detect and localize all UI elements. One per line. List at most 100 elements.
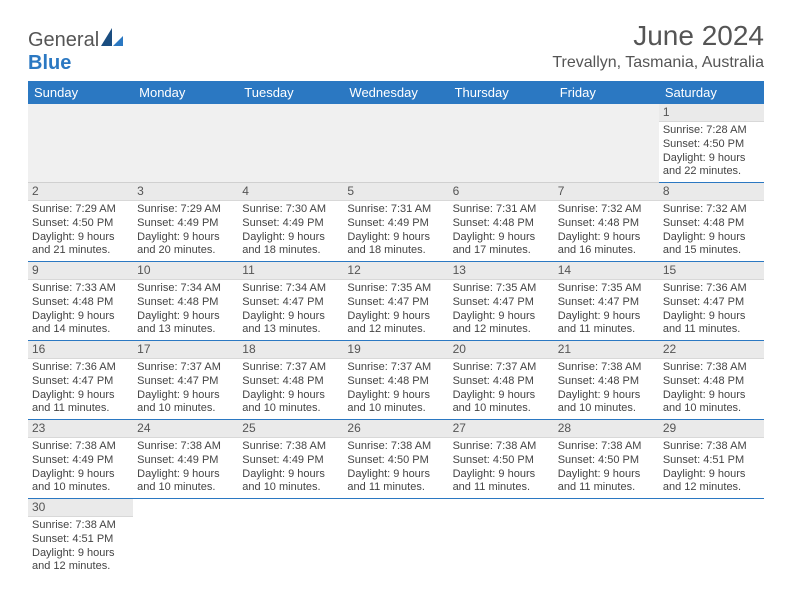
cell-line: Sunset: 4:47 PM <box>242 296 339 310</box>
location: Trevallyn, Tasmania, Australia <box>552 54 764 72</box>
cell-line: Daylight: 9 hours <box>137 231 234 245</box>
day-number: 17 <box>133 341 238 359</box>
cell-line: Daylight: 9 hours <box>347 389 444 403</box>
day-number: 7 <box>554 183 659 201</box>
calendar-cell: 17Sunrise: 7:37 AMSunset: 4:47 PMDayligh… <box>133 341 238 420</box>
cell-line: Sunrise: 7:28 AM <box>663 124 760 138</box>
logo: GeneralBlue <box>28 28 123 75</box>
title-block: June 2024 Trevallyn, Tasmania, Australia <box>552 20 764 72</box>
cell-line: and 11 minutes. <box>347 481 444 495</box>
cell-line: and 22 minutes. <box>663 165 760 179</box>
cell-line: Sunset: 4:48 PM <box>558 375 655 389</box>
cell-line: Sunset: 4:47 PM <box>347 296 444 310</box>
cell-line: Daylight: 9 hours <box>663 310 760 324</box>
day-label: Sunday <box>28 81 133 104</box>
cell-line: Daylight: 9 hours <box>558 231 655 245</box>
cell-line: Sunrise: 7:33 AM <box>32 282 129 296</box>
day-number: 15 <box>659 262 764 280</box>
cell-line: Daylight: 9 hours <box>32 310 129 324</box>
day-number: 25 <box>238 420 343 438</box>
cell-line: and 13 minutes. <box>242 323 339 337</box>
cell-line: Sunset: 4:48 PM <box>663 375 760 389</box>
cell-line: Daylight: 9 hours <box>32 231 129 245</box>
cell-line: Sunrise: 7:37 AM <box>137 361 234 375</box>
calendar-cell: 18Sunrise: 7:37 AMSunset: 4:48 PMDayligh… <box>238 341 343 420</box>
logo-text-part1: Genera <box>28 29 95 51</box>
day-number: 3 <box>133 183 238 201</box>
cell-line: and 11 minutes. <box>663 323 760 337</box>
cell-line: Daylight: 9 hours <box>663 389 760 403</box>
cell-line: Sunset: 4:51 PM <box>663 454 760 468</box>
day-number: 23 <box>28 420 133 438</box>
cell-line: Daylight: 9 hours <box>453 231 550 245</box>
day-number: 4 <box>238 183 343 201</box>
calendar-cell: 19Sunrise: 7:37 AMSunset: 4:48 PMDayligh… <box>343 341 448 420</box>
cell-line: Sunrise: 7:32 AM <box>558 203 655 217</box>
day-label: Saturday <box>659 81 764 104</box>
calendar-cell: 5Sunrise: 7:31 AMSunset: 4:49 PMDaylight… <box>343 183 448 262</box>
cell-line: Sunrise: 7:36 AM <box>663 282 760 296</box>
cell-line: and 10 minutes. <box>242 481 339 495</box>
cell-line: Daylight: 9 hours <box>347 310 444 324</box>
cell-line: Sunrise: 7:31 AM <box>453 203 550 217</box>
day-label: Friday <box>554 81 659 104</box>
cell-line: Sunset: 4:50 PM <box>558 454 655 468</box>
day-number: 21 <box>554 341 659 359</box>
cell-line: Sunset: 4:50 PM <box>663 138 760 152</box>
calendar-cell: 12Sunrise: 7:35 AMSunset: 4:47 PMDayligh… <box>343 262 448 341</box>
calendar-cell-empty <box>238 104 343 183</box>
calendar: Sunday Monday Tuesday Wednesday Thursday… <box>28 81 764 577</box>
calendar-cell: 16Sunrise: 7:36 AMSunset: 4:47 PMDayligh… <box>28 341 133 420</box>
cell-line: and 21 minutes. <box>32 244 129 258</box>
cell-line: Sunrise: 7:34 AM <box>137 282 234 296</box>
cell-line: Sunset: 4:50 PM <box>32 217 129 231</box>
day-number: 28 <box>554 420 659 438</box>
calendar-cell-empty <box>449 499 554 577</box>
calendar-cell: 23Sunrise: 7:38 AMSunset: 4:49 PMDayligh… <box>28 420 133 499</box>
cell-line: Sunrise: 7:38 AM <box>663 440 760 454</box>
cell-line: Daylight: 9 hours <box>137 389 234 403</box>
cell-line: Sunrise: 7:38 AM <box>32 440 129 454</box>
cell-line: and 12 minutes. <box>663 481 760 495</box>
cell-line: and 20 minutes. <box>137 244 234 258</box>
cell-line: Sunrise: 7:38 AM <box>242 440 339 454</box>
cell-line: Sunset: 4:49 PM <box>347 217 444 231</box>
cell-line: and 15 minutes. <box>663 244 760 258</box>
cell-line: Daylight: 9 hours <box>453 468 550 482</box>
cell-line: Sunset: 4:47 PM <box>558 296 655 310</box>
cell-line: Sunrise: 7:38 AM <box>558 361 655 375</box>
cell-line: Daylight: 9 hours <box>242 468 339 482</box>
day-number: 6 <box>449 183 554 201</box>
day-number: 14 <box>554 262 659 280</box>
day-number: 22 <box>659 341 764 359</box>
calendar-cell: 22Sunrise: 7:38 AMSunset: 4:48 PMDayligh… <box>659 341 764 420</box>
cell-line: Daylight: 9 hours <box>453 389 550 403</box>
cell-line: Sunrise: 7:37 AM <box>453 361 550 375</box>
cell-line: and 10 minutes. <box>663 402 760 416</box>
cell-line: Sunset: 4:48 PM <box>137 296 234 310</box>
day-number: 12 <box>343 262 448 280</box>
month-title: June 2024 <box>552 20 764 52</box>
cell-line: Sunset: 4:49 PM <box>242 217 339 231</box>
cell-line: and 10 minutes. <box>242 402 339 416</box>
calendar-cell-empty <box>28 104 133 183</box>
cell-line: Sunrise: 7:38 AM <box>558 440 655 454</box>
cell-line: Sunrise: 7:34 AM <box>242 282 339 296</box>
day-number: 8 <box>659 183 764 201</box>
cell-line: Daylight: 9 hours <box>558 389 655 403</box>
cell-line: Daylight: 9 hours <box>558 468 655 482</box>
logo-text-part3: Blue <box>28 52 71 74</box>
day-number: 16 <box>28 341 133 359</box>
cell-line: Sunset: 4:51 PM <box>32 533 129 547</box>
calendar-cell: 11Sunrise: 7:34 AMSunset: 4:47 PMDayligh… <box>238 262 343 341</box>
cell-line: and 12 minutes. <box>347 323 444 337</box>
cell-line: Sunset: 4:50 PM <box>347 454 444 468</box>
cell-line: and 14 minutes. <box>32 323 129 337</box>
day-label: Thursday <box>449 81 554 104</box>
cell-line: Sunrise: 7:30 AM <box>242 203 339 217</box>
calendar-cell: 10Sunrise: 7:34 AMSunset: 4:48 PMDayligh… <box>133 262 238 341</box>
calendar-body: 1Sunrise: 7:28 AMSunset: 4:50 PMDaylight… <box>28 104 764 577</box>
calendar-cell: 25Sunrise: 7:38 AMSunset: 4:49 PMDayligh… <box>238 420 343 499</box>
header: GeneralBlue June 2024 Trevallyn, Tasmani… <box>28 20 764 75</box>
day-number: 18 <box>238 341 343 359</box>
